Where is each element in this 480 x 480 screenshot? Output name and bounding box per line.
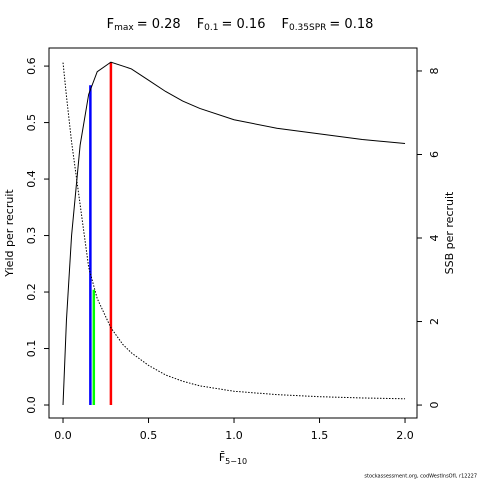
y2-tick-label: 4 [428, 235, 441, 242]
x-tick-label: 2.0 [396, 429, 414, 442]
title-symbol: F [197, 17, 204, 32]
y2-tick-label: 2 [428, 318, 441, 325]
title-value: = 0.18 [329, 17, 373, 32]
x-tick-label: 0.0 [54, 429, 72, 442]
y-tick-label: 0.0 [25, 396, 38, 414]
y-tick-label: 0.1 [25, 340, 38, 358]
y-axis-label: Yield per recruit [3, 189, 16, 278]
y-tick-label: 0.4 [25, 170, 38, 188]
title-subscript: 0.35SPR [289, 23, 326, 33]
y-tick-label: 0.5 [25, 114, 38, 131]
y2-axis-label: SSB per recruit [443, 191, 456, 274]
x-label-sub: 5−10 [225, 457, 247, 466]
x-tick-label: 1.5 [311, 429, 329, 442]
y2-tick-label: 8 [428, 67, 441, 74]
chart-title: Fmax = 0.28 F0.1 = 0.16 F0.35SPR = 0.18 [107, 17, 374, 33]
y-tick-label: 0.6 [25, 57, 38, 75]
title-value: = 0.16 [222, 17, 266, 32]
x-tick-label: 0.5 [140, 429, 158, 442]
title-subscript: 0.1 [204, 23, 218, 33]
title-symbol: F [281, 17, 288, 32]
x-label-main: F̄ [219, 451, 225, 464]
title-value: = 0.28 [137, 17, 181, 32]
footer: stockassessment.org, codWestInsOfI, r122… [364, 474, 477, 480]
x-axis-label: F̄5−10 [219, 451, 247, 466]
y-tick-label: 0.2 [25, 283, 38, 301]
y-tick-label: 0.3 [25, 227, 38, 245]
ssb-line [62, 62, 406, 400]
plot-frame [48, 47, 418, 419]
x-tick-label: 1.0 [225, 429, 243, 442]
title-subscript: max [114, 23, 134, 33]
title-symbol: F [107, 17, 114, 32]
y2-tick-label: 6 [428, 151, 441, 158]
yield-line [62, 61, 406, 406]
y2-tick-label: 0 [428, 402, 441, 409]
